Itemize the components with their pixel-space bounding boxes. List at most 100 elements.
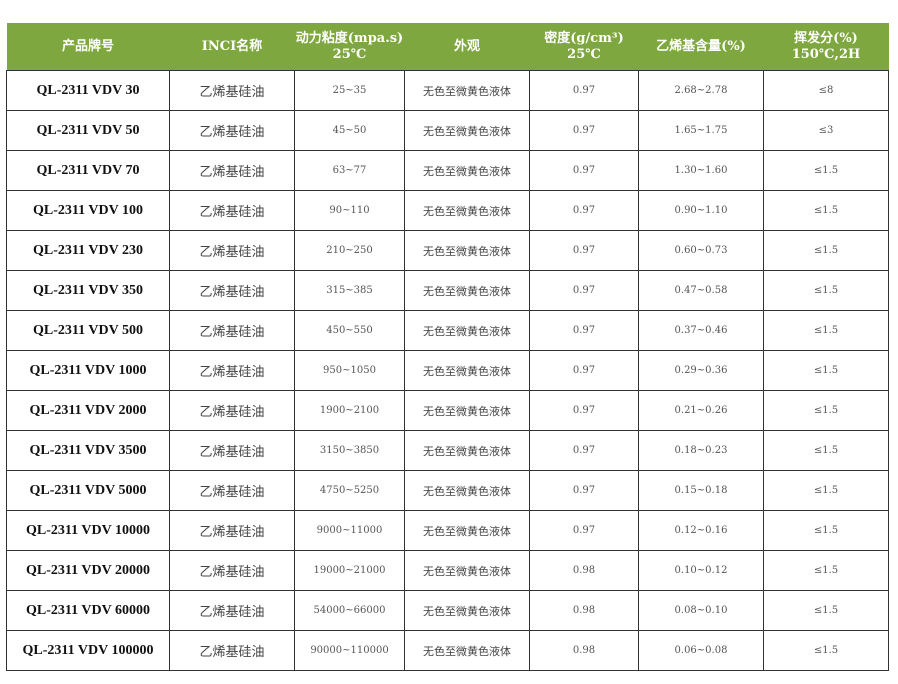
- cell-volatile-content: ≤1.5: [763, 470, 889, 511]
- cell-appearance: 无色至微黄色液体: [404, 310, 530, 351]
- header-text: 挥发分(%): [794, 30, 858, 46]
- cell-inci-name: 乙烯基硅油: [169, 270, 295, 311]
- header-text: 产品牌号: [61, 38, 114, 54]
- cell-model: QL-2311 VDV 60000: [6, 590, 170, 631]
- cell-appearance: 无色至微黄色液体: [404, 630, 530, 671]
- cell-vinyl-content: 2.68~2.78: [638, 70, 764, 111]
- header-text: 动力粘度(mpa.s): [295, 30, 404, 46]
- cell-viscosity: 450~550: [294, 310, 405, 351]
- cell-vinyl-content: 0.90~1.10: [638, 190, 764, 231]
- cell-appearance: 无色至微黄色液体: [404, 350, 530, 391]
- cell-model: QL-2311 VDV 350: [6, 270, 170, 311]
- cell-model: QL-2311 VDV 100: [6, 190, 170, 231]
- cell-viscosity: 63~77: [294, 150, 405, 191]
- cell-vinyl-content: 0.47~0.58: [638, 270, 764, 311]
- cell-viscosity: 90~110: [294, 190, 405, 231]
- cell-appearance: 无色至微黄色液体: [404, 190, 530, 231]
- cell-volatile-content: ≤3: [763, 110, 889, 151]
- cell-viscosity: 950~1050: [294, 350, 405, 391]
- cell-volatile-content: ≤1.5: [763, 430, 889, 471]
- header-row: 产品牌号 INCI名称 动力粘度(mpa.s) 25℃ 外观 密度(g/cm³) 25℃ 乙烯…: [6, 23, 889, 71]
- header-viscosity: 动力粘度(mpa.s) 25℃: [294, 23, 405, 71]
- table-row: QL-2311 VDV 60000 乙烯基硅油 54000~66000 无色至微黄色液…: [6, 590, 889, 631]
- cell-volatile-content: ≤1.5: [763, 510, 889, 551]
- cell-density: 0.97: [529, 70, 639, 111]
- cell-inci-name: 乙烯基硅油: [169, 630, 295, 671]
- cell-volatile-content: ≤1.5: [763, 230, 889, 271]
- table-row: QL-2311 VDV 1000 乙烯基硅油 950~1050 无色至微黄色液体 0.9…: [6, 350, 889, 391]
- cell-viscosity: 315~385: [294, 270, 405, 311]
- table-row: QL-2311 VDV 350 乙烯基硅油 315~385 无色至微黄色液体 0.97 0…: [6, 270, 889, 311]
- cell-volatile-content: ≤1.5: [763, 630, 889, 671]
- cell-inci-name: 乙烯基硅油: [169, 350, 295, 391]
- table-row: QL-2311 VDV 100000 乙烯基硅油 90000~110000 无色至微黄…: [6, 630, 889, 671]
- cell-volatile-content: ≤1.5: [763, 270, 889, 311]
- table-row: QL-2311 VDV 50 乙烯基硅油 45~50 无色至微黄色液体 0.97 1.65…: [6, 110, 889, 151]
- cell-inci-name: 乙烯基硅油: [169, 70, 295, 111]
- cell-vinyl-content: 0.37~0.46: [638, 310, 764, 351]
- cell-inci-name: 乙烯基硅油: [169, 390, 295, 431]
- cell-density: 0.97: [529, 190, 639, 231]
- cell-model: QL-2311 VDV 1000: [6, 350, 170, 391]
- header-model: 产品牌号: [6, 23, 170, 71]
- cell-appearance: 无色至微黄色液体: [404, 390, 530, 431]
- header-text: 密度(g/cm³): [544, 30, 624, 46]
- cell-model: QL-2311 VDV 10000: [6, 510, 170, 551]
- cell-inci-name: 乙烯基硅油: [169, 510, 295, 551]
- cell-vinyl-content: 0.10~0.12: [638, 550, 764, 591]
- cell-appearance: 无色至微黄色液体: [404, 270, 530, 311]
- cell-appearance: 无色至微黄色液体: [404, 230, 530, 271]
- cell-inci-name: 乙烯基硅油: [169, 550, 295, 591]
- cell-viscosity: 1900~2100: [294, 390, 405, 431]
- table-row: QL-2311 VDV 100 乙烯基硅油 90~110 无色至微黄色液体 0.97 0.…: [6, 190, 889, 231]
- cell-volatile-content: ≤1.5: [763, 310, 889, 351]
- cell-vinyl-content: 0.60~0.73: [638, 230, 764, 271]
- cell-model: QL-2311 VDV 5000: [6, 470, 170, 511]
- cell-appearance: 无色至微黄色液体: [404, 110, 530, 151]
- cell-vinyl-content: 0.08~0.10: [638, 590, 764, 631]
- cell-inci-name: 乙烯基硅油: [169, 470, 295, 511]
- cell-viscosity: 19000~21000: [294, 550, 405, 591]
- cell-density: 0.98: [529, 590, 639, 631]
- cell-appearance: 无色至微黄色液体: [404, 590, 530, 631]
- cell-viscosity: 25~35: [294, 70, 405, 111]
- table-row: QL-2311 VDV 20000 乙烯基硅油 19000~21000 无色至微黄色液…: [6, 550, 889, 591]
- cell-density: 0.97: [529, 310, 639, 351]
- cell-density: 0.97: [529, 230, 639, 271]
- cell-viscosity: 210~250: [294, 230, 405, 271]
- cell-inci-name: 乙烯基硅油: [169, 110, 295, 151]
- header-vinyl-content: 乙烯基含量(%): [638, 23, 764, 71]
- cell-viscosity: 9000~11000: [294, 510, 405, 551]
- cell-model: QL-2311 VDV 3500: [6, 430, 170, 471]
- cell-volatile-content: ≤1.5: [763, 190, 889, 231]
- cell-volatile-content: ≤1.5: [763, 550, 889, 591]
- cell-model: QL-2311 VDV 30: [6, 70, 170, 111]
- header-text: 150℃,2H: [791, 46, 861, 62]
- cell-model: QL-2311 VDV 230: [6, 230, 170, 271]
- cell-volatile-content: ≤8: [763, 70, 889, 111]
- cell-volatile-content: ≤1.5: [763, 150, 889, 191]
- table-row: QL-2311 VDV 500 乙烯基硅油 450~550 无色至微黄色液体 0.97 0…: [6, 310, 889, 351]
- cell-viscosity: 3150~3850: [294, 430, 405, 471]
- cell-vinyl-content: 0.12~0.16: [638, 510, 764, 551]
- header-inci-name: INCI名称: [169, 23, 295, 71]
- cell-model: QL-2311 VDV 100000: [6, 630, 170, 671]
- table-row: QL-2311 VDV 3500 乙烯基硅油 3150~3850 无色至微黄色液体 0.…: [6, 430, 889, 471]
- cell-appearance: 无色至微黄色液体: [404, 150, 530, 191]
- cell-density: 0.98: [529, 550, 639, 591]
- cell-vinyl-content: 1.30~1.60: [638, 150, 764, 191]
- cell-appearance: 无色至微黄色液体: [404, 470, 530, 511]
- cell-model: QL-2311 VDV 2000: [6, 390, 170, 431]
- header-text: 25℃: [332, 46, 367, 62]
- cell-appearance: 无色至微黄色液体: [404, 70, 530, 111]
- cell-viscosity: 54000~66000: [294, 590, 405, 631]
- cell-appearance: 无色至微黄色液体: [404, 550, 530, 591]
- header-density: 密度(g/cm³) 25℃: [529, 23, 639, 71]
- table-row: QL-2311 VDV 10000 乙烯基硅油 9000~11000 无色至微黄色液体…: [6, 510, 889, 551]
- table-row: QL-2311 VDV 30 乙烯基硅油 25~35 无色至微黄色液体 0.97 2.68…: [6, 70, 889, 111]
- cell-viscosity: 45~50: [294, 110, 405, 151]
- cell-appearance: 无色至微黄色液体: [404, 510, 530, 551]
- cell-density: 0.98: [529, 630, 639, 671]
- cell-density: 0.97: [529, 270, 639, 311]
- table-row: QL-2311 VDV 5000 乙烯基硅油 4750~5250 无色至微黄色液体 0.…: [6, 470, 889, 511]
